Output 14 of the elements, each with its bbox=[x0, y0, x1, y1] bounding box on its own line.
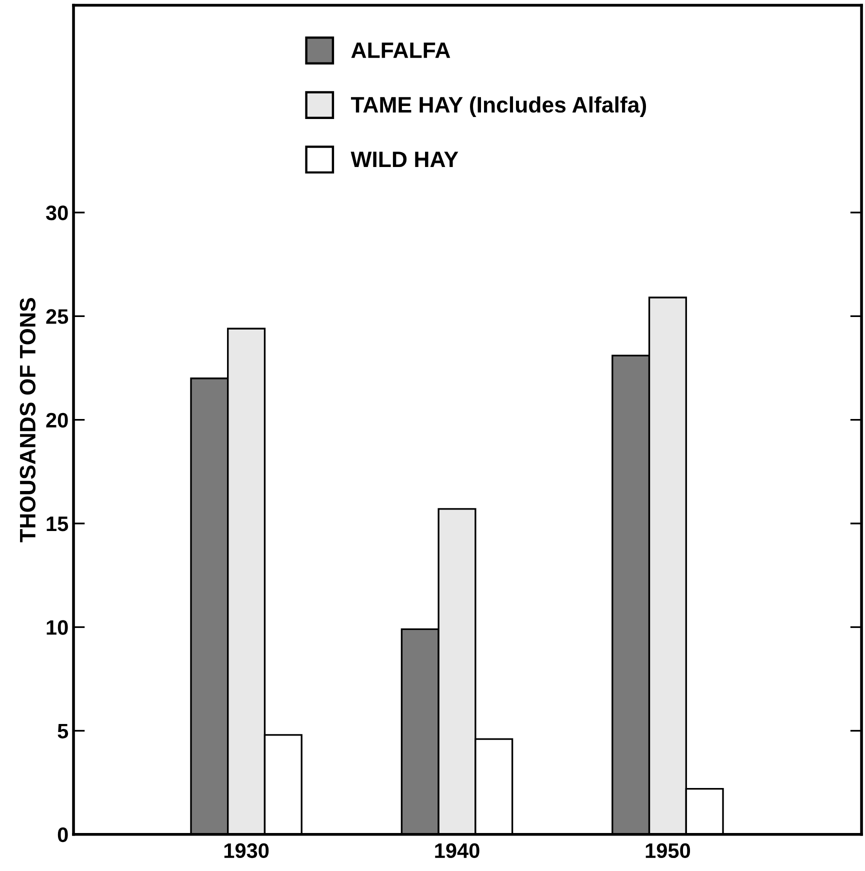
x-tick-label: 1940 bbox=[435, 843, 480, 858]
legend-label: WILD HAY bbox=[350, 152, 458, 167]
y-tick-label: 10 bbox=[46, 620, 68, 635]
legend-label: ALFALFA bbox=[351, 42, 450, 58]
y-axis-title: THOUSANDS OF TONS bbox=[20, 298, 36, 542]
y-tick-label: 25 bbox=[46, 309, 68, 324]
y-tick-label: 20 bbox=[46, 412, 68, 428]
y-tick-label: 30 bbox=[46, 206, 68, 220]
legend-label: TAME HAY (Includes Alfalfa) bbox=[350, 96, 646, 118]
x-tick-label: 1930 bbox=[224, 843, 269, 858]
y-tick-label: 0 bbox=[58, 827, 68, 842]
y-tick-label: 5 bbox=[58, 724, 68, 739]
x-tick-label: 1950 bbox=[646, 843, 690, 858]
y-tick-label: 15 bbox=[46, 516, 68, 532]
